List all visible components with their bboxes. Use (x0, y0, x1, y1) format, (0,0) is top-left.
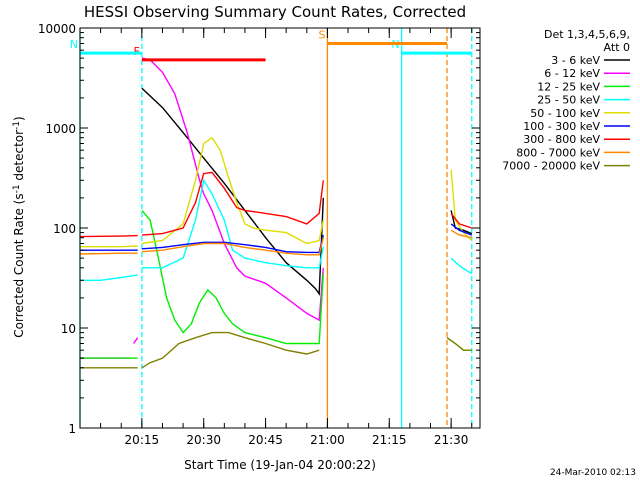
series-line-5-1 (141, 234, 324, 254)
series-line-4-1 (141, 136, 324, 245)
legend-header-1: Att 0 (604, 41, 630, 54)
series-line-8-1 (141, 331, 320, 369)
annotation-label-3: S (318, 28, 325, 41)
series-line-5-2 (450, 223, 473, 236)
y-tick-label-0: 1 (68, 422, 76, 436)
legend-entry-label-8: 7000 - 20000 keV (502, 160, 600, 173)
series-line-3-1 (141, 178, 324, 269)
legend-entry-label-1: 6 - 12 keV (544, 67, 600, 80)
x-tick-label-4: 21:15 (372, 433, 407, 447)
chart-title: HESSI Observing Summary Count Rates, Cor… (84, 3, 466, 21)
legend-entry-label-7: 800 - 7000 keV (516, 146, 600, 159)
axes-frame (79, 27, 481, 429)
series-line-2-1 (141, 209, 324, 345)
x-tick-label-3: 21:00 (310, 433, 345, 447)
x-tick-label-2: 20:45 (248, 433, 283, 447)
legend-entry-label-0: 3 - 6 keV (551, 54, 600, 67)
y-axis-label: Corrected Count Rate (s-1 detector-1) (12, 116, 26, 337)
annotation-label-0: F (134, 45, 140, 58)
annotation-label-1: N (70, 38, 78, 51)
series-line-7-2 (450, 229, 472, 239)
legend-entry-label-3: 25 - 50 keV (537, 94, 600, 107)
x-tick-label-1: 20:30 (186, 433, 221, 447)
series-line-0-0 (141, 87, 324, 296)
series-line-3-2 (450, 257, 473, 275)
series-line-1-2 (141, 57, 324, 322)
series-line-7-1 (141, 237, 324, 256)
x-axis-label: Start Time (19-Jan-04 20:00:22) (184, 458, 376, 472)
series-line-6-0 (79, 234, 138, 238)
series-line-8-2 (446, 337, 472, 351)
legend-entry-label-2: 12 - 25 keV (537, 80, 600, 93)
legend-entry-label-6: 300 - 800 keV (523, 133, 600, 146)
y-tick-label-3: 1000 (45, 122, 76, 136)
series-line-4-0 (80, 245, 138, 248)
series-line-0-1 (450, 210, 473, 235)
series-line-1-1 (133, 337, 139, 344)
legend-header-0: Det 1,3,4,5,6,9, (544, 28, 630, 41)
x-tick-label-5: 21:30 (434, 433, 469, 447)
series-line-3-0 (80, 274, 138, 281)
series-line-4-2 (450, 169, 473, 242)
y-tick-label-4: 10000 (38, 22, 76, 36)
y-tick-label-1: 10 (61, 322, 76, 336)
series-line-6-1 (141, 171, 324, 236)
x-tick-label-0: 20:15 (125, 433, 160, 447)
plot-area: FNNS11010010001000020:1520:3020:4521:002… (38, 22, 481, 447)
series-line-7-0 (79, 252, 138, 255)
y-tick-label-2: 100 (53, 222, 76, 236)
footer-timestamp: 24-Mar-2010 02:13 (550, 468, 636, 478)
series-line-6-2 (450, 212, 473, 229)
legend-entry-label-5: 100 - 300 keV (523, 120, 600, 133)
legend-entry-label-4: 50 - 100 keV (530, 107, 600, 120)
